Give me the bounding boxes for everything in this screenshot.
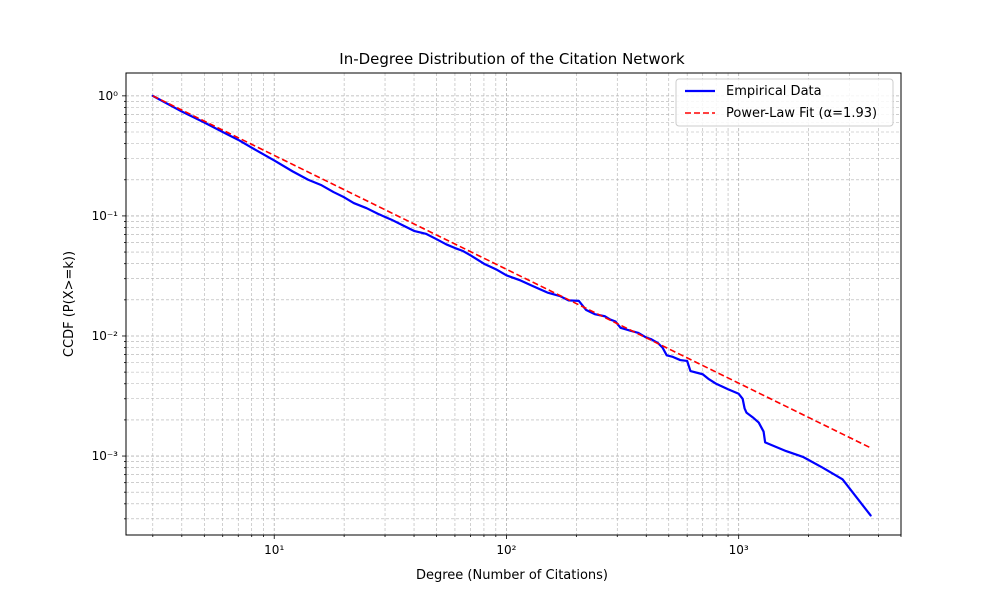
x-axis-label: Degree (Number of Citations) <box>416 568 608 583</box>
series-line-empirical <box>151 94 872 517</box>
y-tick-label: 10⁰ <box>98 89 118 103</box>
y-tick-label: 10⁻³ <box>92 449 119 463</box>
series-layer <box>151 94 872 517</box>
plot-frame <box>125 72 902 536</box>
x-tick-label: 10² <box>496 543 516 557</box>
x-axis: 10¹ 10² 10³ <box>152 535 902 557</box>
grid-layer <box>126 73 902 535</box>
x-tick-label: 10¹ <box>264 543 284 557</box>
legend-box <box>675 78 894 127</box>
y-tick-label: 10⁻² <box>92 329 119 343</box>
x-tick-label: 10³ <box>729 543 749 557</box>
legend-label-power-law-fit: Power-Law Fit (α=1.93) <box>726 106 877 121</box>
chart-title: In-Degree Distribution of the Citation N… <box>339 50 685 68</box>
legend: Empirical Data Power-Law Fit (α=1.93) <box>675 78 894 127</box>
y-tick-label: 10⁻¹ <box>92 209 119 223</box>
y-axis: 10⁰ 10⁻¹ 10⁻² 10⁻³ <box>92 89 126 520</box>
y-axis-label: CCDF (P(X>=k)) <box>62 251 77 357</box>
series-line-power-law-fit <box>152 95 871 449</box>
legend-label-empirical: Empirical Data <box>726 84 822 99</box>
